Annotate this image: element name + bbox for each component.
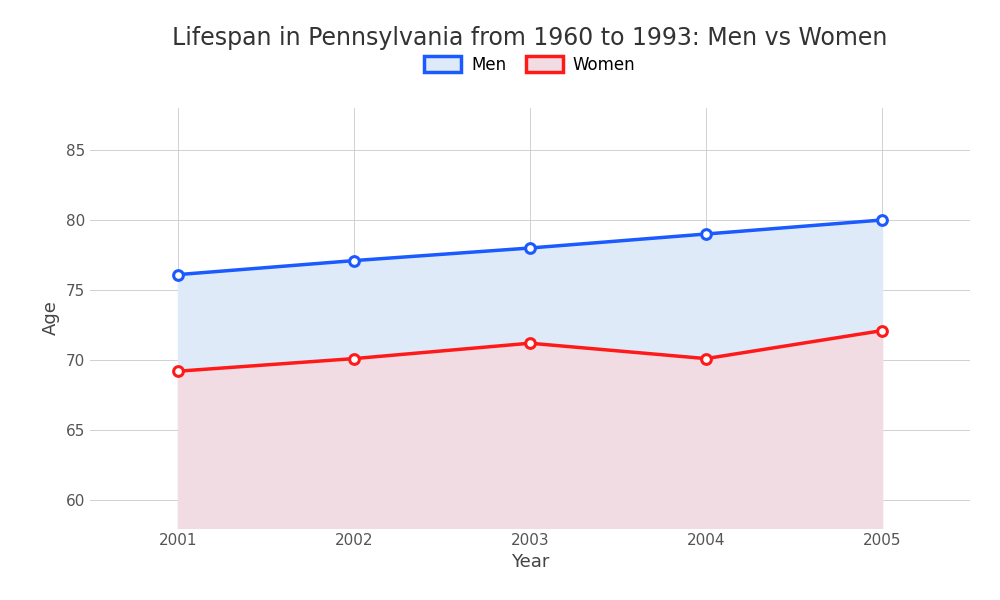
X-axis label: Year: Year bbox=[511, 553, 549, 571]
Y-axis label: Age: Age bbox=[42, 301, 60, 335]
Legend: Men, Women: Men, Women bbox=[418, 49, 642, 80]
Title: Lifespan in Pennsylvania from 1960 to 1993: Men vs Women: Lifespan in Pennsylvania from 1960 to 19… bbox=[172, 26, 888, 50]
